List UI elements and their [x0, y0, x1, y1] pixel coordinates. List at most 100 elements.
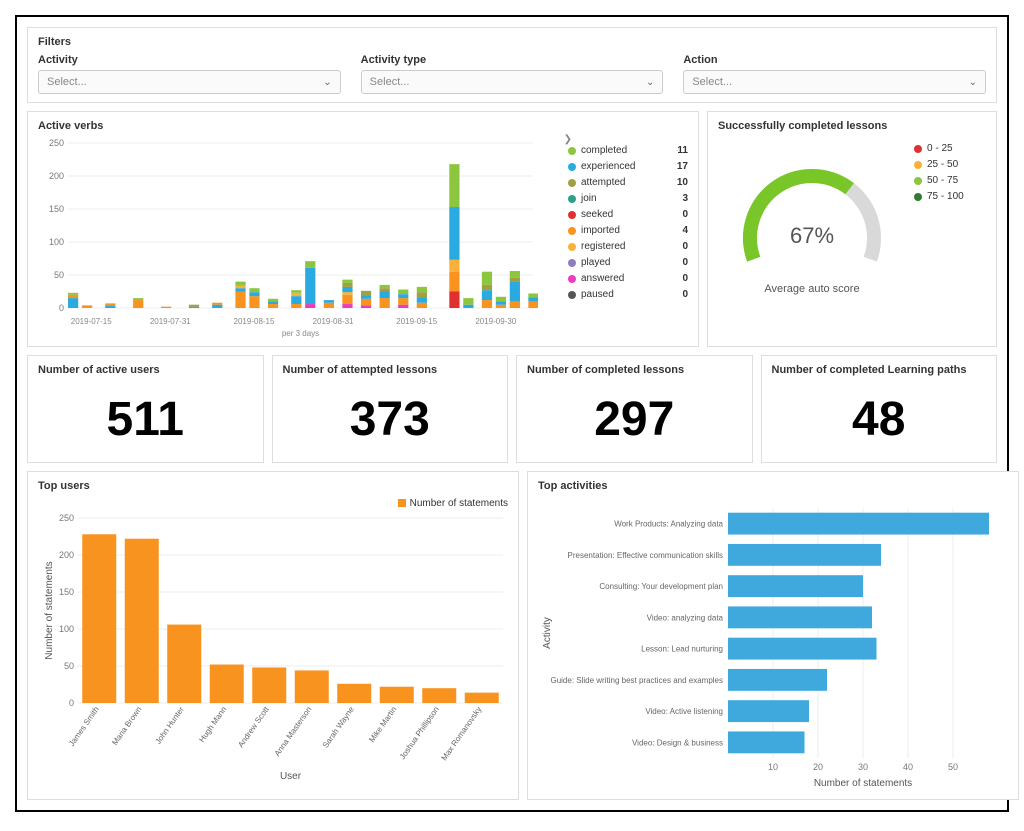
- legend-label: 50 - 75: [927, 174, 986, 188]
- svg-text:100: 100: [59, 624, 74, 634]
- legend-item[interactable]: answered 0: [568, 272, 688, 286]
- legend-label: imported: [581, 224, 669, 238]
- svg-text:John Hunter: John Hunter: [154, 705, 187, 746]
- metric-card: Number of completed Learning paths 48: [761, 355, 998, 463]
- legend-value: 4: [674, 224, 688, 238]
- svg-text:0: 0: [69, 698, 74, 708]
- filters-panel: Filters Activity Select... ⌄ Activity ty…: [27, 27, 997, 103]
- filter-label: Action: [683, 54, 986, 66]
- legend-item[interactable]: experienced 17: [568, 160, 688, 174]
- metric-value: 373: [283, 396, 498, 444]
- svg-text:Joshua Phillipson: Joshua Phillipson: [398, 705, 441, 761]
- svg-text:Sarah Wayne: Sarah Wayne: [321, 705, 356, 750]
- legend-item[interactable]: played 0: [568, 256, 688, 270]
- legend-label: answered: [581, 272, 669, 286]
- legend-label: experienced: [581, 160, 669, 174]
- legend-dot-icon: [568, 163, 576, 171]
- select-placeholder: Select...: [47, 76, 87, 88]
- metric-title: Number of active users: [38, 364, 253, 376]
- legend-label: played: [581, 256, 669, 270]
- svg-text:2019-07-31: 2019-07-31: [150, 317, 191, 326]
- svg-text:Lesson: Lead nurturing: Lesson: Lead nurturing: [641, 645, 723, 654]
- filter-select[interactable]: Select... ⌄: [683, 70, 986, 94]
- success-panel: Successfully completed lessons 67% Avera…: [707, 111, 997, 347]
- top-users-title: Top users: [38, 480, 508, 492]
- legend-item[interactable]: seeked 0: [568, 208, 688, 222]
- metric-title: Number of completed lessons: [527, 364, 742, 376]
- svg-text:50: 50: [948, 762, 958, 772]
- svg-text:20: 20: [813, 762, 823, 772]
- svg-text:per 3 days: per 3 days: [282, 329, 319, 338]
- legend-value: 11: [674, 144, 688, 158]
- svg-text:Maria Brown: Maria Brown: [110, 705, 143, 747]
- legend-item[interactable]: paused 0: [568, 288, 688, 302]
- filter-2: Action Select... ⌄: [683, 54, 986, 94]
- legend-value: 0: [674, 208, 688, 222]
- filter-select[interactable]: Select... ⌄: [361, 70, 664, 94]
- legend-value: 0: [674, 272, 688, 286]
- legend-item: 25 - 50: [914, 158, 986, 172]
- legend-value: 0: [674, 288, 688, 302]
- active-verbs-title: Active verbs: [38, 120, 688, 132]
- svg-text:150: 150: [49, 204, 64, 214]
- metric-title: Number of completed Learning paths: [772, 364, 987, 376]
- legend-item[interactable]: completed 11: [568, 144, 688, 158]
- active-verbs-chart: 0501001502002502019-07-152019-07-312019-…: [38, 138, 568, 338]
- legend-dot-icon: [914, 161, 922, 169]
- top-users-panel: Top users Number of statements 050100150…: [27, 471, 519, 800]
- legend-dot-icon: [568, 291, 576, 299]
- legend-item[interactable]: imported 4: [568, 224, 688, 238]
- top-activities-chart: 1020304050Work Products: Analyzing dataP…: [538, 498, 1008, 791]
- legend-dot-icon: [568, 195, 576, 203]
- svg-text:250: 250: [59, 513, 74, 523]
- legend-dot-icon: [568, 275, 576, 283]
- svg-text:Hugh Mann: Hugh Mann: [197, 705, 228, 744]
- filters-title: Filters: [38, 36, 986, 48]
- filter-label: Activity type: [361, 54, 664, 66]
- svg-text:Activity: Activity: [542, 617, 553, 649]
- legend-item[interactable]: attempted 10: [568, 176, 688, 190]
- select-placeholder: Select...: [370, 76, 410, 88]
- gauge-chart: 67%: [722, 138, 902, 268]
- top-activities-panel: Top activities 1020304050Work Products: …: [527, 471, 1019, 800]
- metric-value: 511: [38, 396, 253, 444]
- svg-text:50: 50: [54, 270, 64, 280]
- chevron-down-icon: ⌄: [323, 77, 331, 88]
- svg-text:2019-09-30: 2019-09-30: [475, 317, 516, 326]
- svg-text:James Smith: James Smith: [67, 705, 101, 748]
- filter-select[interactable]: Select... ⌄: [38, 70, 341, 94]
- svg-text:Consulting: Your development p: Consulting: Your development plan: [599, 582, 723, 591]
- svg-text:2019-07-15: 2019-07-15: [71, 317, 112, 326]
- svg-text:Video: Active listening: Video: Active listening: [645, 707, 723, 716]
- legend-label: completed: [581, 144, 669, 158]
- legend-item[interactable]: join 3: [568, 192, 688, 206]
- svg-text:40: 40: [903, 762, 913, 772]
- svg-text:100: 100: [49, 237, 64, 247]
- legend-dot-icon: [914, 145, 922, 153]
- chevron-down-icon: ⌄: [646, 77, 654, 88]
- svg-text:User: User: [280, 771, 302, 782]
- svg-text:Max Romanovsky: Max Romanovsky: [440, 705, 484, 762]
- svg-text:50: 50: [64, 661, 74, 671]
- legend-label: attempted: [581, 176, 669, 190]
- legend-label: paused: [581, 288, 669, 302]
- svg-text:Number of statements: Number of statements: [814, 778, 912, 788]
- svg-text:Number of statements: Number of statements: [44, 561, 55, 659]
- legend-item[interactable]: registered 0: [568, 240, 688, 254]
- dashboard: Filters Activity Select... ⌄ Activity ty…: [15, 15, 1009, 812]
- svg-text:Video: Design & business: Video: Design & business: [632, 738, 723, 747]
- active-verbs-legend: completed 11 experienced 17 attempted 10…: [568, 138, 688, 338]
- legend-label: 0 - 25: [927, 142, 986, 156]
- svg-text:30: 30: [858, 762, 868, 772]
- metric-value: 297: [527, 396, 742, 444]
- svg-text:Presentation: Effective commun: Presentation: Effective communication sk…: [568, 551, 723, 560]
- svg-text:0: 0: [59, 303, 64, 313]
- legend-dot-icon: [568, 243, 576, 251]
- legend-label: 75 - 100: [927, 190, 986, 204]
- top-users-legend: Number of statements: [38, 498, 508, 509]
- metric-card: Number of completed lessons 297: [516, 355, 753, 463]
- success-legend: 0 - 25 25 - 50 50 - 75 75 - 100: [914, 138, 986, 295]
- metric-value: 48: [772, 396, 987, 444]
- legend-dot-icon: [568, 211, 576, 219]
- legend-dot-icon: [568, 259, 576, 267]
